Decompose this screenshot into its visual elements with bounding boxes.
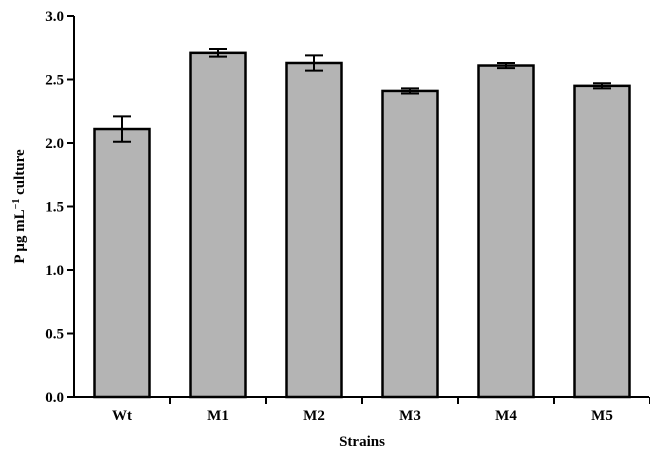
x-tick-label: M1 bbox=[207, 408, 229, 424]
x-tick-label: Wt bbox=[112, 408, 132, 424]
x-tick-label: M4 bbox=[495, 408, 517, 424]
y-tick-label: 1.5 bbox=[45, 200, 64, 216]
y-tick-label: 0.0 bbox=[45, 390, 64, 406]
y-axis-title-main: P μg mL bbox=[12, 209, 28, 263]
y-ticks: 0.0 0.5 1.0 1.5 2.0 2.5 3.0 bbox=[45, 9, 74, 406]
bar-wt bbox=[93, 127, 151, 399]
bar-m5 bbox=[573, 84, 631, 399]
bar-m2 bbox=[285, 61, 343, 399]
y-tick-label: 2.5 bbox=[45, 73, 64, 89]
y-axis-title: P μg mL−1 culture bbox=[11, 149, 29, 264]
x-axis-title: Strains bbox=[339, 434, 385, 450]
bar-m4 bbox=[477, 64, 535, 399]
x-tick-label: M3 bbox=[399, 408, 421, 424]
bar-m3 bbox=[381, 89, 439, 399]
x-tick-label: M2 bbox=[303, 408, 325, 424]
x-tick-label: M5 bbox=[591, 408, 613, 424]
error-bars-layer bbox=[113, 48, 611, 143]
y-axis-title-tail: culture bbox=[12, 149, 28, 199]
bar-m1 bbox=[189, 51, 247, 399]
y-tick-label: 0.5 bbox=[45, 327, 64, 343]
y-tick-label: 3.0 bbox=[45, 9, 64, 25]
y-tick-label: 1.0 bbox=[45, 263, 64, 279]
y-tick-label: 2.0 bbox=[45, 136, 64, 152]
y-axis-title-superscript: −1 bbox=[11, 199, 22, 210]
x-ticks: Wt M1 M2 M3 M4 M5 bbox=[112, 397, 650, 424]
bars-layer bbox=[93, 51, 631, 399]
